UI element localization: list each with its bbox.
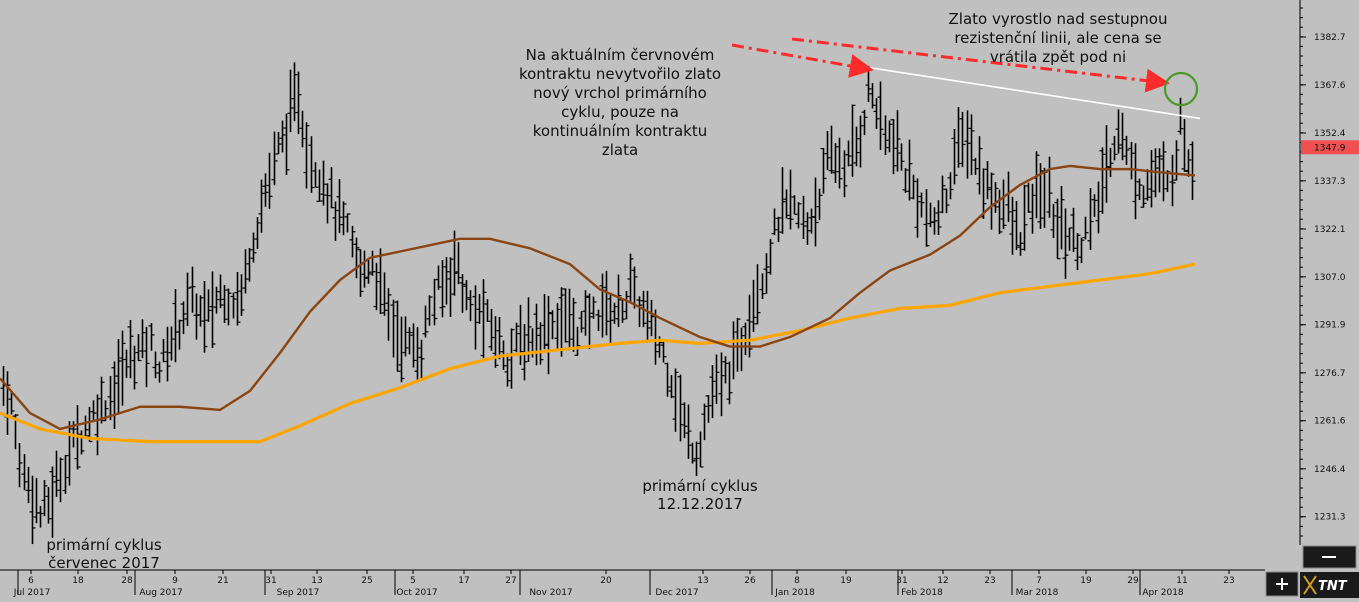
annotation-june-text: cyklu, pouze na [561, 103, 679, 121]
month-label: Jul 2017 [13, 588, 51, 598]
x-tick-label: 17 [458, 576, 469, 586]
minus-icon [1322, 556, 1336, 558]
breakout-circle [1163, 71, 1199, 107]
annotation-dec-cycle-text: 12.12.2017 [657, 495, 743, 513]
x-tick-label: 29 [1127, 576, 1139, 586]
svg-text:TNT: TNT [1318, 579, 1348, 594]
x-tick-label: 12 [937, 576, 948, 586]
x-axis-panel [0, 570, 1265, 598]
ma-short-line [0, 164, 1196, 431]
x-axis: 6 18 28 9 21 31 13 25 5 17 27 20 13 26 8 19 31 12 23 7 19 29 1… [13, 570, 1235, 598]
y-tick-label: 1291.9 [1314, 321, 1346, 331]
annotation-june-text: nový vrchol primárního [533, 84, 707, 102]
ma-long-line [0, 262, 1196, 444]
month-label: Dec 2017 [655, 588, 698, 598]
month-label: Jan 2018 [774, 588, 815, 598]
y-tick-label: 1246.4 [1314, 465, 1346, 475]
moving-averages [0, 66, 1201, 444]
month-label: Feb 2018 [901, 588, 943, 598]
annotation-june-text: Na aktuálním červnovém [526, 46, 715, 64]
annotation-june-text: zlata [602, 141, 638, 159]
y-axis: 1382.7 1367.6 1352.4 1337.3 1322.1 1307.0 1291… [1300, 7, 1359, 537]
zoom-out-button[interactable] [1302, 545, 1357, 569]
y-tick-label: 1231.3 [1314, 513, 1346, 523]
resistance-line [869, 66, 1201, 120]
y-tick-label: 1276.7 [1314, 369, 1346, 379]
annotation-june-text: kontraktu nevytvořilo zlato [519, 65, 721, 83]
tnt-logo: TNT [1300, 572, 1359, 598]
x-tick-label: 11 [1176, 576, 1187, 586]
annotation-jul-cycle-text: primární cyklus [46, 536, 161, 554]
x-tick-label: 20 [600, 576, 612, 586]
month-label: Sep 2017 [277, 588, 320, 598]
y-tick-label: 1382.7 [1314, 33, 1346, 43]
month-label: Oct 2017 [396, 588, 437, 598]
x-tick-label: 31 [265, 576, 276, 586]
y-tick-label: 1337.3 [1314, 177, 1346, 187]
annotation-breakout-text: vrátila zpět pod ni [990, 48, 1126, 66]
month-label: Apr 2018 [1142, 588, 1184, 598]
x-tick-label: 19 [840, 576, 852, 586]
x-tick-label: 6 [28, 576, 34, 586]
x-tick-label: 25 [361, 576, 372, 586]
annotation-breakout-text: Zlato vyrostlo nad sestupnou [949, 10, 1168, 28]
x-tick-label: 23 [984, 576, 995, 586]
annotation-jul-cycle-text: červenec 2017 [48, 554, 160, 572]
x-tick-label: 27 [505, 576, 516, 586]
x-tick-label: 18 [72, 576, 84, 586]
annotation-june-text: kontinuálním kontraktu [533, 122, 707, 140]
x-tick-label: 9 [172, 576, 178, 586]
x-tick-label: 7 [1036, 576, 1042, 586]
x-tick-label: 13 [697, 576, 708, 586]
last-price-tag [1301, 140, 1359, 155]
x-tick-label: 8 [794, 576, 800, 586]
arrow-to-june-high [731, 43, 874, 78]
x-tick-label: 21 [217, 576, 228, 586]
y-axis-panel [1300, 0, 1359, 545]
x-tick-label: 26 [744, 576, 756, 586]
plot-area [0, 0, 1300, 570]
month-label: Mar 2018 [1016, 588, 1059, 598]
month-label: Nov 2017 [529, 588, 572, 598]
y-tick-label: 1261.6 [1314, 417, 1346, 427]
annotation-dec-cycle-text: primární cyklus [642, 477, 757, 495]
y-tick-label: 1352.4 [1314, 129, 1346, 139]
x-tick-label: 23 [1223, 576, 1234, 586]
last-price-label: 1347.9 [1314, 143, 1346, 153]
annotation-breakout-text: rezistenční linii, ale cena se [954, 29, 1161, 47]
arrow-to-breakout [791, 37, 1170, 93]
x-tick-label: 19 [1080, 576, 1092, 586]
x-tick-label: 13 [311, 576, 322, 586]
zoom-in-button[interactable] [1265, 571, 1299, 597]
x-tick-label: 31 [896, 576, 907, 586]
y-tick-label: 1322.1 [1314, 225, 1346, 235]
x-tick-label: 5 [410, 576, 416, 586]
y-tick-label: 1307.0 [1314, 273, 1346, 283]
x-tick-label: 28 [121, 576, 133, 586]
y-tick-label: 1367.6 [1314, 81, 1346, 91]
month-label: Aug 2017 [139, 588, 182, 598]
